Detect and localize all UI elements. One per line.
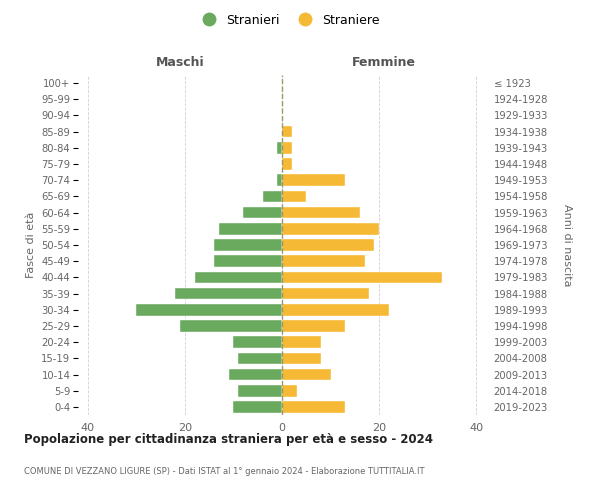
Bar <box>282 272 442 283</box>
Text: COMUNE DI VEZZANO LIGURE (SP) - Dati ISTAT al 1° gennaio 2024 - Elaborazione TUT: COMUNE DI VEZZANO LIGURE (SP) - Dati IST… <box>24 468 425 476</box>
Bar <box>214 239 282 251</box>
Bar <box>233 401 282 412</box>
Bar <box>229 368 282 380</box>
Bar <box>282 223 379 234</box>
Bar <box>219 223 282 234</box>
Bar <box>263 190 282 202</box>
Legend: Stranieri, Straniere: Stranieri, Straniere <box>191 8 385 32</box>
Bar <box>282 288 370 300</box>
Bar <box>136 304 282 316</box>
Text: Femmine: Femmine <box>352 56 416 68</box>
Bar <box>282 142 292 154</box>
Bar <box>282 352 321 364</box>
Text: Popolazione per cittadinanza straniera per età e sesso - 2024: Popolazione per cittadinanza straniera p… <box>24 432 433 446</box>
Bar <box>282 256 365 267</box>
Bar <box>277 174 282 186</box>
Bar <box>282 336 321 348</box>
Bar <box>243 207 282 218</box>
Bar <box>282 320 345 332</box>
Bar <box>282 207 360 218</box>
Bar <box>233 336 282 348</box>
Text: Maschi: Maschi <box>155 56 205 68</box>
Y-axis label: Anni di nascita: Anni di nascita <box>562 204 572 286</box>
Bar <box>277 142 282 154</box>
Bar <box>282 401 345 412</box>
Bar <box>282 368 331 380</box>
Bar <box>282 304 389 316</box>
Bar <box>282 385 296 396</box>
Bar <box>238 385 282 396</box>
Bar <box>282 239 374 251</box>
Bar <box>238 352 282 364</box>
Bar <box>214 256 282 267</box>
Bar <box>194 272 282 283</box>
Bar <box>282 190 306 202</box>
Bar <box>282 174 345 186</box>
Bar <box>180 320 282 332</box>
Bar <box>282 126 292 138</box>
Y-axis label: Fasce di età: Fasce di età <box>26 212 35 278</box>
Bar <box>175 288 282 300</box>
Bar <box>282 158 292 170</box>
